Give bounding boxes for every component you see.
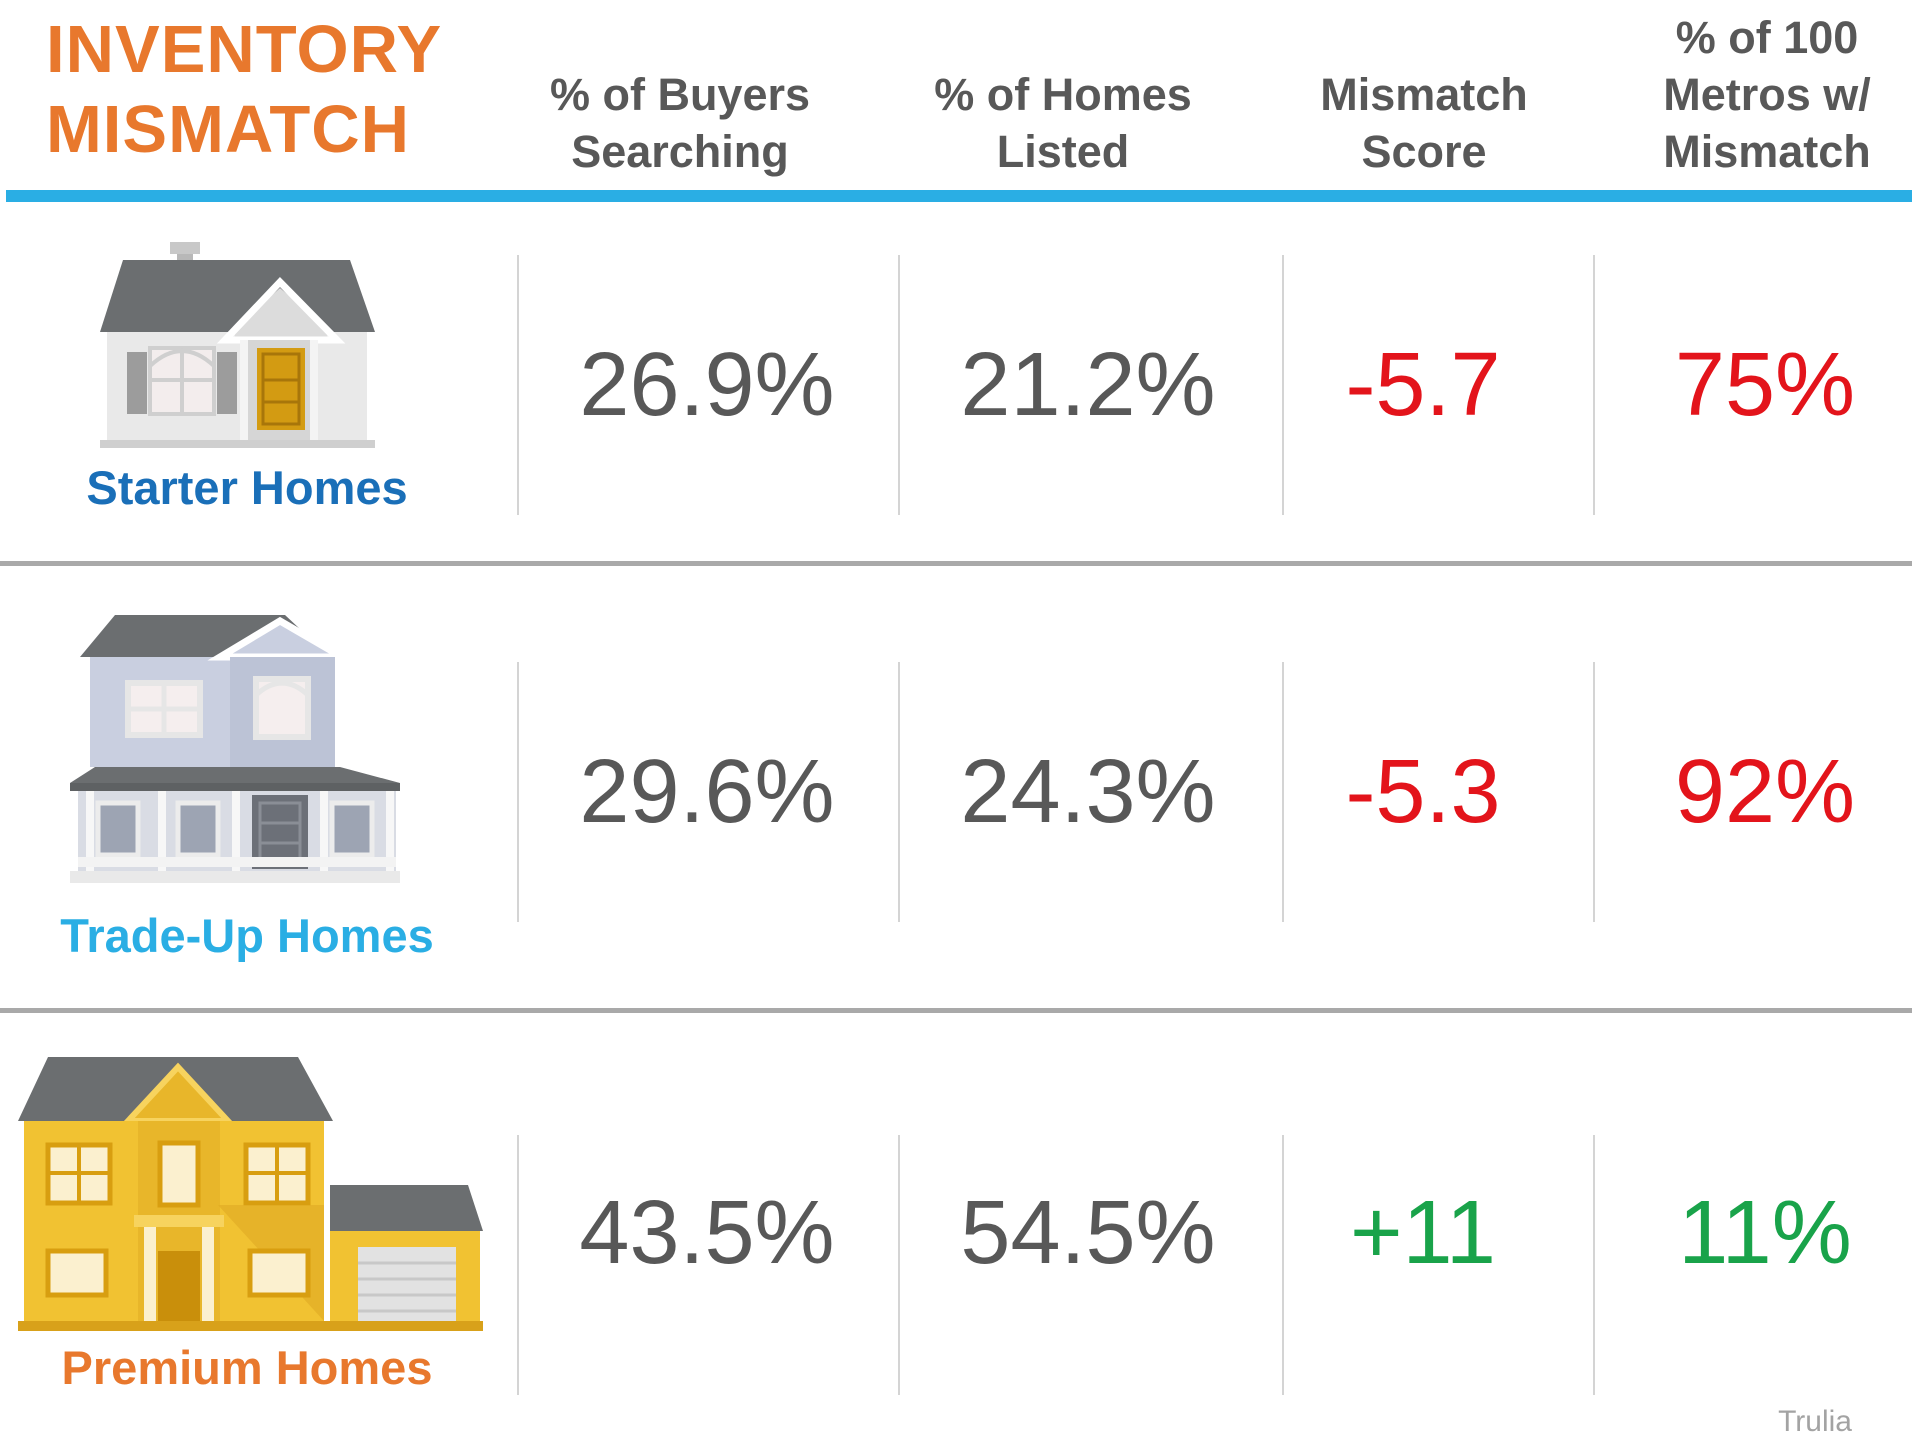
column-header-line: Score (1361, 126, 1487, 177)
column-separator (517, 255, 519, 515)
cell-metros-premium: 11% (1678, 1183, 1852, 1283)
column-header-buyers-searching: % of Buyers Searching (480, 0, 880, 180)
title-line-2: MISMATCH (46, 92, 411, 167)
cell-metros-tradeup: 92% (1674, 742, 1856, 842)
column-header-line: % of 100 (1675, 12, 1859, 63)
row-label-tradeup: Trade-Up Homes (60, 909, 434, 962)
column-header-metros-mismatch: % of 100 Metros w/ Mismatch (1587, 0, 1920, 180)
column-separator (517, 662, 519, 922)
cell-homes-starter: 21.2% (960, 335, 1216, 435)
chart-title: INVENTORY MISMATCH (46, 10, 466, 170)
premium-house-icon (18, 1057, 483, 1331)
cell-buyers-starter: 26.9% (579, 335, 835, 435)
column-header-line: Mismatch (1320, 69, 1528, 120)
column-header-line: Mismatch (1663, 126, 1871, 177)
row-divider (0, 1008, 1912, 1013)
tradeup-house-icon (70, 615, 400, 883)
cell-homes-tradeup: 24.3% (960, 742, 1216, 842)
source-credit: Trulia (1778, 1405, 1852, 1438)
cell-score-starter: -5.7 (1345, 335, 1501, 435)
column-header-line: % of Buyers (549, 69, 811, 120)
column-separator (1593, 1135, 1595, 1395)
column-separator (898, 1135, 900, 1395)
cell-score-premium: +11 (1350, 1183, 1496, 1283)
column-header-line: Searching (571, 126, 789, 177)
column-header-line: % of Homes (934, 69, 1192, 120)
row-label-starter: Starter Homes (86, 461, 408, 514)
column-separator (898, 662, 900, 922)
title-line-1: INVENTORY (46, 12, 443, 87)
column-separator (1282, 662, 1284, 922)
row-label-premium: Premium Homes (61, 1341, 433, 1394)
column-header-line: Metros w/ (1663, 69, 1871, 120)
column-header-mismatch-score: Mismatch Score (1244, 0, 1604, 180)
column-separator (1593, 255, 1595, 515)
column-separator (1282, 255, 1284, 515)
column-separator (1593, 662, 1595, 922)
column-separator (517, 1135, 519, 1395)
cell-metros-starter: 75% (1674, 335, 1856, 435)
cell-homes-premium: 54.5% (960, 1183, 1216, 1283)
header-rule (6, 190, 1912, 202)
column-header-homes-listed: % of Homes Listed (863, 0, 1263, 180)
column-separator (1282, 1135, 1284, 1395)
starter-house-icon (100, 242, 375, 448)
row-divider (0, 561, 1912, 566)
cell-buyers-premium: 43.5% (579, 1183, 835, 1283)
column-header-line: Listed (996, 126, 1130, 177)
cell-score-tradeup: -5.3 (1345, 742, 1501, 842)
cell-buyers-tradeup: 29.6% (579, 742, 835, 842)
column-separator (898, 255, 900, 515)
